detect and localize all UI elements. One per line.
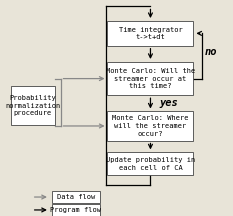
Text: Data flow: Data flow [57, 194, 95, 200]
Text: Monte Carlo: Where
will the streamer
occur?: Monte Carlo: Where will the streamer occ… [112, 115, 189, 137]
FancyBboxPatch shape [52, 204, 99, 216]
Text: Probability
normalization
procedure: Probability normalization procedure [5, 95, 61, 116]
Text: no: no [205, 47, 217, 57]
Text: yes: yes [160, 98, 178, 108]
FancyBboxPatch shape [52, 191, 99, 203]
Text: Time integrator
t->t+dt: Time integrator t->t+dt [119, 27, 182, 40]
FancyBboxPatch shape [107, 152, 193, 175]
FancyBboxPatch shape [107, 21, 193, 46]
FancyBboxPatch shape [107, 111, 193, 140]
FancyBboxPatch shape [11, 86, 55, 125]
Text: Update probability in
each cell of CA: Update probability in each cell of CA [106, 157, 195, 170]
FancyBboxPatch shape [107, 62, 193, 95]
Text: Program flow: Program flow [50, 207, 101, 213]
Text: Monte Carlo: Will the
streamer occur at
this time?: Monte Carlo: Will the streamer occur at … [106, 68, 195, 89]
